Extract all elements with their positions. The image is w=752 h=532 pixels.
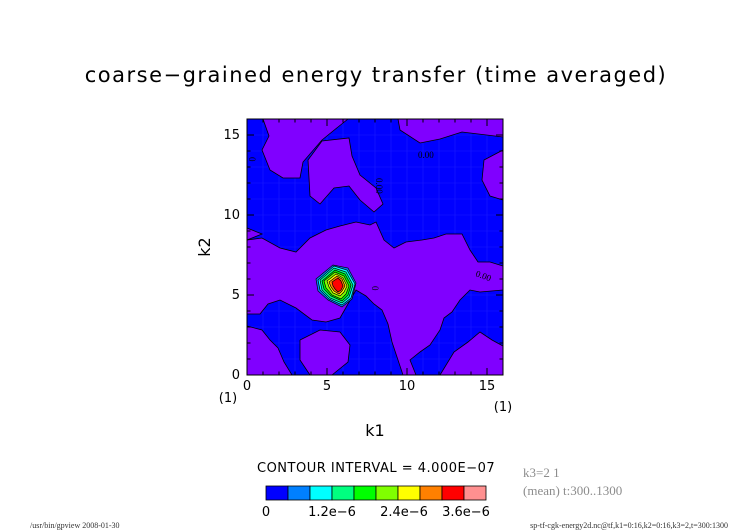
zero-region-main — [247, 222, 503, 375]
colorbar-swatch — [353, 485, 377, 501]
x-tick-label: 0 — [243, 379, 251, 394]
colorbar-swatch — [419, 485, 443, 501]
x-tick-label: 10 — [399, 379, 416, 394]
zero-contour-lower-left — [246, 325, 293, 376]
colorbar-swatch — [287, 485, 311, 501]
zero-contour-right-lower — [409, 289, 504, 376]
colorbar-swatch — [265, 485, 289, 501]
y-tick-label: 5 — [232, 288, 240, 303]
colorbar-swatch — [309, 485, 333, 501]
colorbar-swatch — [375, 485, 399, 501]
zero-contour-main — [246, 221, 504, 267]
zero-contour-center-lower — [247, 289, 404, 376]
zero-contour-lower-right — [439, 331, 504, 376]
zero-contour-right-mid — [481, 149, 504, 201]
zero-contour-top-left — [261, 118, 349, 179]
footer-left: /usr/bin/gpview 2008-01-30 — [30, 521, 120, 530]
colorbar-swatch — [463, 485, 487, 501]
contour-label: 0 — [247, 157, 257, 162]
y-tick-label: 0 — [232, 368, 240, 383]
k3-label: k3=2 1 — [523, 465, 560, 480]
zero-region-lower-center — [300, 330, 350, 375]
x-axis-label: k1 — [365, 421, 384, 440]
zero-region-left-mid — [247, 228, 262, 240]
zero-region-right-mid — [482, 150, 503, 200]
x-axis-ticks: 0 5 10 15 (1) (1) — [219, 379, 512, 415]
x-index-label-left: (1) — [219, 391, 237, 406]
colorbar-swatch — [397, 485, 421, 501]
colorbar — [265, 485, 487, 501]
y-tick-label: 10 — [223, 208, 240, 223]
colorbar-swatch — [441, 485, 465, 501]
contour-label: 0 — [370, 286, 380, 291]
zero-region-lower-left — [247, 326, 292, 375]
zero-region-top-left — [250, 119, 348, 178]
zero-contour-lower-middle — [299, 329, 351, 376]
zero-contour-left-wedge — [246, 227, 264, 241]
colorbar-labels: 0 1.2e−6 2.4e−6 3.6e−6 — [262, 505, 490, 520]
zero-region-lower-right — [440, 332, 503, 375]
colorbar-tick-label: 0 — [262, 505, 270, 520]
zero-region-top-right — [398, 119, 503, 143]
zero-contour-lower-middle-left — [299, 340, 311, 376]
tick-marks — [246, 118, 504, 376]
zero-contour-top-right — [397, 118, 504, 144]
y-axis-label: k2 — [195, 237, 214, 256]
footer-right: sp-tf-cgk-energy2d.nc@tf,k1=0:16,k2=0:16… — [530, 521, 728, 530]
x-tick-label: 5 — [323, 379, 331, 394]
contour-interval-text: CONTOUR INTERVAL = 4.000E−07 — [257, 461, 495, 476]
y-tick-label: 15 — [223, 128, 240, 143]
y-axis-ticks: 0 5 10 15 — [223, 128, 240, 383]
x-tick-label: 15 — [479, 379, 496, 394]
colorbar-tick-label: 1.2e−6 — [308, 505, 356, 520]
chart-title: coarse−grained energy transfer (time ave… — [85, 63, 668, 87]
zero-contours — [246, 118, 504, 376]
colorbar-tick-label: 3.6e−6 — [442, 505, 490, 520]
peak-contours — [315, 264, 357, 308]
plot-area: 0 0.00 0.00 0 0.00 — [246, 118, 504, 376]
contour-label: 0.00 — [418, 150, 434, 160]
contour-label: 0.00 — [374, 178, 384, 194]
zero-region-top-center — [308, 138, 383, 212]
zero-contour-top-center — [307, 137, 384, 213]
colorbar-tick-label: 2.4e−6 — [380, 505, 428, 520]
time-range-label: (mean) t:300..1300 — [523, 483, 622, 498]
zero-region — [247, 119, 503, 375]
x-index-label-right: (1) — [494, 400, 512, 415]
peak-level-8 — [331, 277, 344, 293]
colorbar-swatch — [331, 485, 355, 501]
